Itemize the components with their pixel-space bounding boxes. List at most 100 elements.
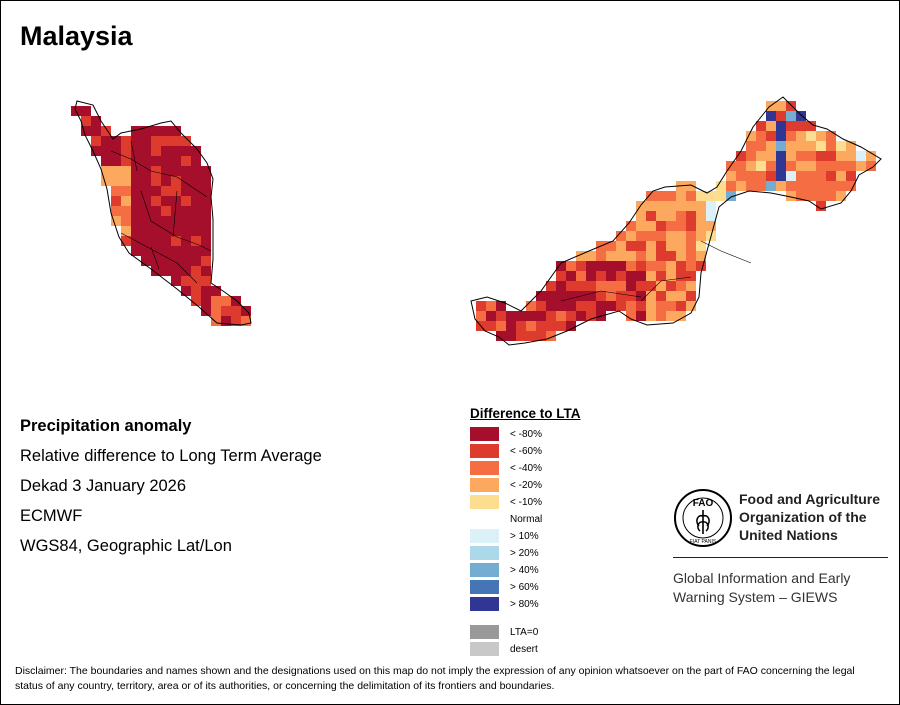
map-cell [506,311,516,321]
map-cell [566,301,576,311]
map-cell [586,261,596,271]
map-cell [526,301,536,311]
map-cell [211,316,221,326]
map-cell [816,201,826,211]
map-cell [746,181,756,191]
map-cell [181,226,191,236]
info-line1: Relative difference to Long Term Average [20,447,322,465]
map-cell [826,151,836,161]
map-cell [646,241,656,251]
map-cell [796,151,806,161]
borneo-outline [470,96,882,346]
map-cell [516,331,526,341]
map-cell [151,156,161,166]
map-cell [646,311,656,321]
map-cell [181,176,191,186]
map-cell [81,116,91,126]
map-cell [656,241,666,251]
map-cell [121,226,131,236]
giews-line2: Warning System – GIEWS [673,589,838,605]
map-cell [141,196,151,206]
map-cell [636,221,646,231]
map-cell [141,146,151,156]
map-cell [131,126,141,136]
map-cell [826,181,836,191]
info-line2: Dekad 3 January 2026 [20,477,187,495]
map-cell [796,121,806,131]
map-cell [816,161,826,171]
map-cell [101,166,111,176]
map-cell [836,161,846,171]
map-cell [696,211,706,221]
legend-title: Difference to LTA [470,406,581,421]
map-cell [131,246,141,256]
map-cell [141,136,151,146]
map-cell [816,191,826,201]
map-cell [816,151,826,161]
map-cell [816,131,826,141]
map-cell [201,186,211,196]
map-cell [756,171,766,181]
map-cell [696,241,706,251]
map-cell [616,261,626,271]
precipitation-map [71,96,882,346]
map-cell [191,246,201,256]
map-cell [111,136,121,146]
map-cell [806,121,816,131]
map-cell [606,271,616,281]
map-cell [526,321,536,331]
map-cell [696,251,706,261]
map-cell [596,301,606,311]
map-cell [846,161,856,171]
map-cell [111,196,121,206]
map-cell [171,266,181,276]
map-cell [151,216,161,226]
map-cell [776,141,786,151]
map-cell [756,121,766,131]
legend-label: < -40% [510,462,542,474]
map-cell [486,321,496,331]
map-cell [576,281,586,291]
map-cell [151,196,161,206]
map-cell [496,301,506,311]
map-cell [826,191,836,201]
map-cell [756,131,766,141]
map-cell [596,291,606,301]
legend-item: > 80% [470,597,539,611]
map-cell [221,306,231,316]
map-cell [586,291,596,301]
fao-logo-text: FAO [693,498,714,509]
map-cell [596,281,606,291]
map-cell [636,311,646,321]
map-cell [101,156,111,166]
map-cell [666,281,676,291]
map-cell [726,181,736,191]
map-cell [686,301,696,311]
map-cell [696,261,706,271]
map-cell [776,111,786,121]
map-cell [161,246,171,256]
legend-swatch [470,444,499,458]
map-cell [646,291,656,301]
map-cell [566,281,576,291]
map-cell [806,151,816,161]
fao-name-line1: Food and Agriculture [739,491,881,507]
legend-label: desert [510,643,538,655]
map-cell [536,301,546,311]
map-cell [616,231,626,241]
map-cell [141,166,151,176]
legend-item: LTA=0 [470,625,538,639]
map-cell [606,301,616,311]
map-cell [786,181,796,191]
map-cell [636,281,646,291]
map-cell [171,256,181,266]
map-cell [696,231,706,241]
map-cell [806,131,816,141]
map-cell [171,206,181,216]
map-cell [191,266,201,276]
legend-item: < -60% [470,444,542,458]
map-cell [656,271,666,281]
map-cell [666,271,676,281]
map-cell [616,241,626,251]
map-cell [201,266,211,276]
